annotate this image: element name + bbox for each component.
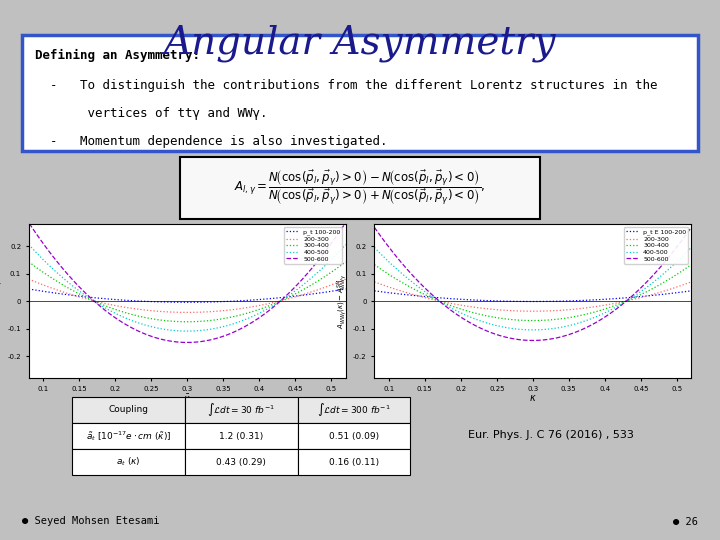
Text: Angular Asymmetry: Angular Asymmetry [163, 24, 557, 62]
Y-axis label: $A_{ttγ}(\tilde{\kappa}) - A_{ttγ}^{SM}$: $A_{ttγ}(\tilde{\kappa}) - A_{ttγ}^{SM}$ [0, 279, 4, 323]
Legend: p_t 100-200, 200-300, 300-400, 400-500, 500-600: p_t 100-200, 200-300, 300-400, 400-500, … [284, 227, 343, 264]
FancyBboxPatch shape [180, 157, 540, 219]
Text: ● 26: ● 26 [673, 516, 698, 526]
Text: ● Seyed Mohsen Etesami: ● Seyed Mohsen Etesami [22, 516, 159, 526]
Text: Eur. Phys. J. C 76 (2016) , 533: Eur. Phys. J. C 76 (2016) , 533 [468, 430, 634, 440]
Text: vertices of ttγ and WWγ.: vertices of ttγ and WWγ. [35, 107, 268, 120]
FancyBboxPatch shape [22, 35, 698, 151]
X-axis label: $\kappa$: $\kappa$ [529, 393, 536, 403]
Text: Defining an Asymmetry:: Defining an Asymmetry: [35, 49, 200, 62]
X-axis label: $\bar{\kappa}$: $\bar{\kappa}$ [184, 393, 191, 405]
Y-axis label: $A_{WWγ}(\kappa) - A_{WWγ}^{SM}$: $A_{WWγ}(\kappa) - A_{WWγ}^{SM}$ [336, 273, 350, 329]
Text: $A_{l,\gamma} = \dfrac{N\!\left(\cos(\vec{p}_l,\vec{p}_\gamma)>0\right) - N\!\le: $A_{l,\gamma} = \dfrac{N\!\left(\cos(\ve… [234, 168, 486, 207]
Text: -   To distinguish the contributions from the different Lorentz structures in th: - To distinguish the contributions from … [35, 79, 657, 92]
Legend: p_t E 100-200, 200-300, 300-400, 400-500, 500-600: p_t E 100-200, 200-300, 300-400, 400-500… [624, 227, 688, 264]
Text: -   Momentum dependence is also investigated.: - Momentum dependence is also investigat… [35, 135, 387, 148]
